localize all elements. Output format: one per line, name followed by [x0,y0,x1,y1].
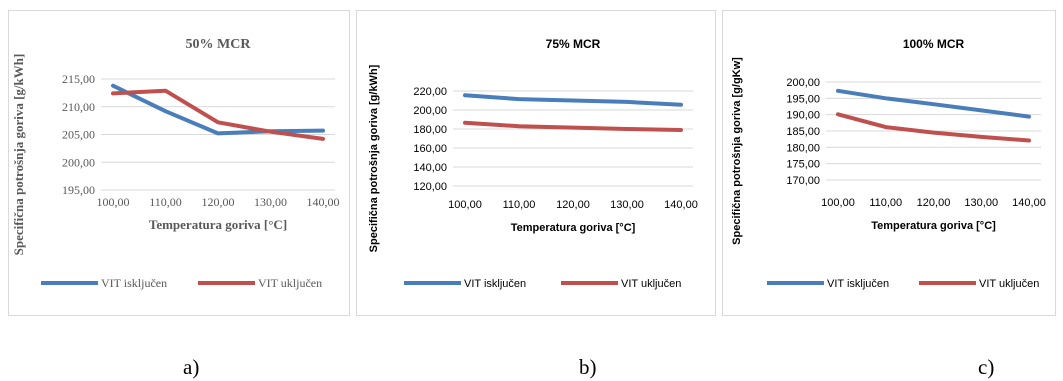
y-tick-label: 195,00 [786,93,820,105]
x-tick-label: 100,00 [821,197,855,209]
y-axis-label: Specifična potrošnja goriva [g/kWh] [11,54,26,256]
y-tick-label: 220,00 [413,86,447,98]
x-tick-label: 140,00 [307,195,340,209]
x-tick-label: 130,00 [610,199,644,211]
series-line-vit-ukljucen [463,120,683,132]
series-line-vit-iskljucen [836,88,1031,119]
y-tick-label: 120,00 [413,181,447,193]
chart-75-mcr: 75% MCR 220,00 200,00 180,00 160,00 140,00 120… [368,37,698,290]
y-tick-label: 215,00 [62,72,95,86]
x-tick-label: 100,00 [448,199,482,211]
x-tick-label: 120,00 [202,195,235,209]
chart-100-mcr: 100% MCR 200,00 195,00 190,00 185,00 180,00 17… [731,37,1046,290]
y-axis-label: Specifična potrošnja goriva [g/gKw] [731,57,743,245]
x-tick-label: 110,00 [869,197,902,209]
y-tick-label: 180,00 [413,124,447,136]
legend-label: VIT uključen [979,278,1039,290]
y-tick-label: 140,00 [413,162,447,174]
chart-panel-75-mcr: 75% MCR 220,00 200,00 180,00 160,00 140,00 120… [356,10,716,316]
x-tick-label: 140,00 [664,199,698,211]
caption-c: c) [978,355,995,379]
chart-title: 75% MCR [546,37,601,51]
x-axis-label: Temperatura goriva [°C] [871,220,996,232]
legend-label: VIT isključen [827,278,889,290]
legend-label: VIT isključen [101,276,167,290]
x-tick-label: 120,00 [556,199,590,211]
caption-a: a) [183,355,200,379]
x-tick-label: 130,00 [964,197,998,209]
series-line-vit-ukljucen [111,88,325,141]
y-tick-label: 205,00 [62,128,95,142]
y-tick-label: 180,00 [786,142,820,154]
series-line-vit-iskljucen [463,93,683,107]
x-tick-label: 120,00 [917,197,951,209]
y-tick-label: 200,00 [413,105,447,117]
y-tick-label: 175,00 [786,159,820,171]
y-tick-label: 185,00 [786,126,820,138]
x-tick-label: 110,00 [503,199,536,211]
x-tick-label: 110,00 [149,195,182,209]
chart-title: 100% MCR [903,37,965,51]
legend-label: VIT uključen [621,278,681,290]
legend-label: VIT isključen [464,278,526,290]
x-axis-label: Temperatura goriva [°C] [511,222,636,234]
caption-b: b) [579,355,597,379]
x-tick-label: 140,00 [1012,197,1046,209]
y-tick-label: 160,00 [413,143,447,155]
y-tick-label: 210,00 [62,100,95,114]
series-line-vit-iskljucen [111,83,325,136]
x-axis-label: Temperatura goriva [°C] [149,217,287,232]
y-tick-label: 200,00 [62,155,95,169]
y-tick-label: 170,00 [786,175,820,187]
y-tick-label: 195,00 [62,183,95,197]
legend-label: VIT uključen [258,276,322,290]
chart-panel-50-mcr: 50% MCR 215,00 210,00 205,00 200,00 195,00 100… [8,10,350,316]
chart-50-mcr: 50% MCR 215,00 210,00 205,00 200,00 195,00100… [11,37,340,290]
x-tick-label: 100,00 [97,195,130,209]
x-tick-label: 130,00 [254,195,287,209]
chart-title: 50% MCR [186,37,252,52]
y-axis-label: Specifična potrošnja goriva [g/kWh] [368,64,380,252]
series-line-vit-ukljucen [836,112,1031,143]
y-tick-label: 190,00 [786,110,820,122]
chart-panel-100-mcr: 100% MCR 200,00 195,00 190,00 185,00 180,00 17… [722,10,1056,316]
y-tick-label: 200,00 [786,77,820,89]
